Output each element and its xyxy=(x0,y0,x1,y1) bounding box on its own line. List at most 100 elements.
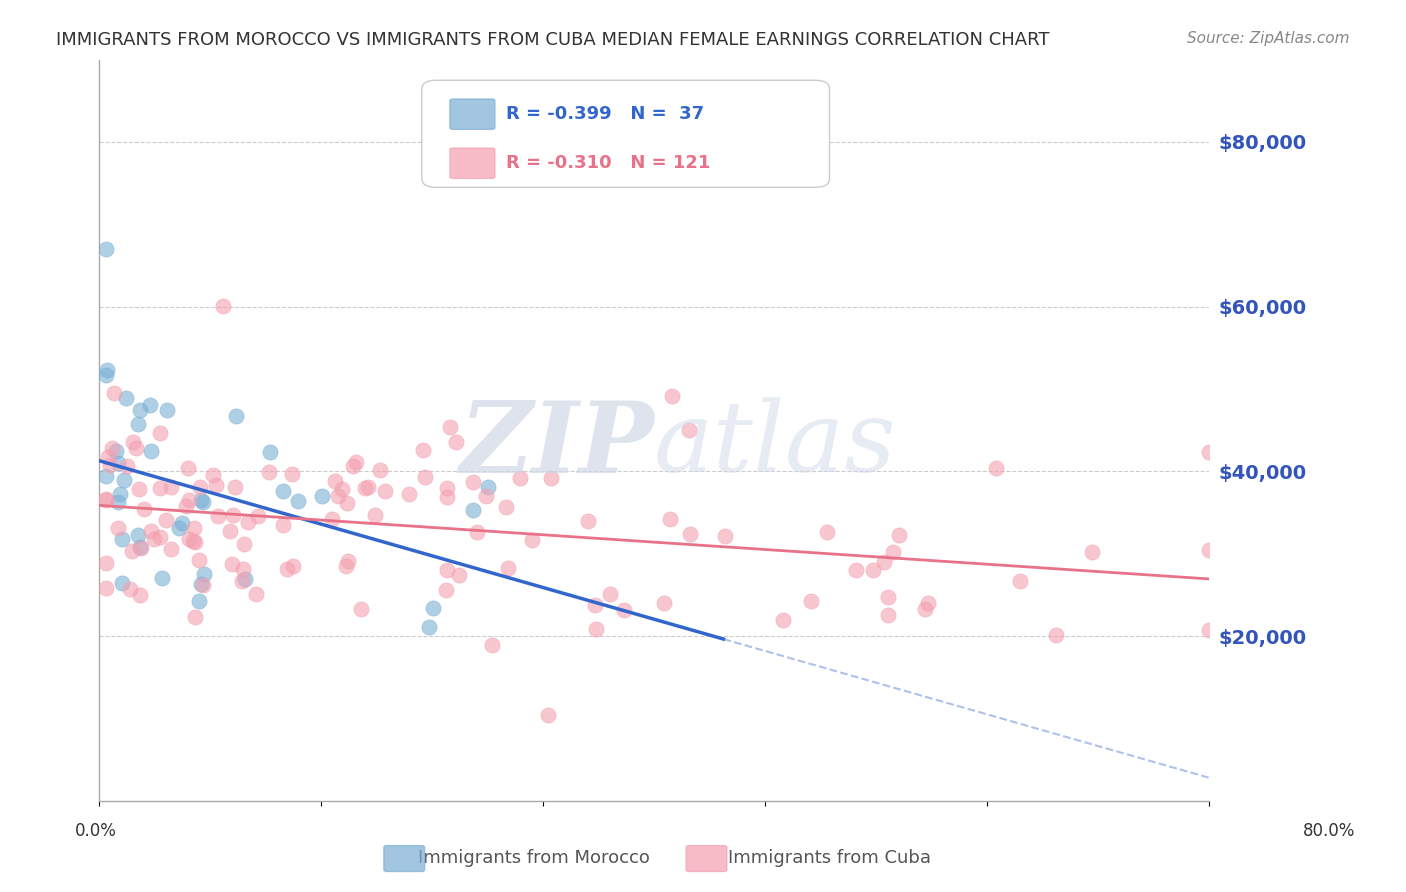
Point xyxy=(422,601,444,615)
Text: 0.0%: 0.0% xyxy=(75,822,117,840)
Point xyxy=(183,521,205,535)
Point xyxy=(107,520,129,534)
Point xyxy=(125,441,148,455)
Point xyxy=(882,544,904,558)
Point xyxy=(800,593,823,607)
Point xyxy=(149,481,172,495)
Point xyxy=(321,512,343,526)
Point xyxy=(374,483,396,498)
Text: atlas: atlas xyxy=(654,397,897,492)
Point xyxy=(481,638,503,652)
Point xyxy=(127,527,149,541)
Point xyxy=(917,596,939,610)
Point xyxy=(191,495,214,509)
Point xyxy=(1008,574,1031,589)
Point xyxy=(984,461,1007,475)
Point xyxy=(398,487,420,501)
Point xyxy=(184,610,207,624)
Point xyxy=(96,557,118,571)
Point xyxy=(191,577,214,591)
Point xyxy=(96,492,118,507)
Point xyxy=(887,528,910,542)
Point xyxy=(1198,444,1220,458)
Point xyxy=(177,532,200,546)
Point xyxy=(914,602,936,616)
Point xyxy=(330,482,353,496)
Point xyxy=(108,487,131,501)
Point xyxy=(142,532,165,546)
Point xyxy=(128,403,150,417)
Point xyxy=(222,508,245,522)
Point xyxy=(238,515,260,529)
Point xyxy=(772,613,794,627)
Point xyxy=(128,540,150,554)
Point xyxy=(281,467,304,482)
Point xyxy=(436,490,458,504)
Text: Source: ZipAtlas.com: Source: ZipAtlas.com xyxy=(1187,31,1350,46)
Point xyxy=(862,563,884,577)
Point xyxy=(364,508,387,523)
Point xyxy=(187,553,209,567)
Point xyxy=(232,562,254,576)
Point xyxy=(224,480,246,494)
Point xyxy=(96,493,118,508)
Point xyxy=(96,468,118,483)
Text: ZIP: ZIP xyxy=(460,397,654,493)
Point xyxy=(845,563,868,577)
Point xyxy=(418,620,440,634)
Point xyxy=(877,591,900,605)
Point xyxy=(873,555,896,569)
Point xyxy=(170,516,193,530)
Point xyxy=(107,456,129,470)
Point xyxy=(132,501,155,516)
Point xyxy=(465,525,488,540)
Point xyxy=(257,465,280,479)
Point xyxy=(679,527,702,541)
Point xyxy=(221,557,243,571)
Point xyxy=(177,461,200,475)
Point xyxy=(613,603,636,617)
Point xyxy=(444,434,467,449)
Point xyxy=(121,544,143,558)
Point xyxy=(350,601,373,615)
Point xyxy=(271,483,294,498)
Point xyxy=(160,480,183,494)
Point xyxy=(311,489,333,503)
Point xyxy=(183,533,205,548)
Point xyxy=(1198,543,1220,558)
Point xyxy=(463,502,485,516)
Point xyxy=(412,443,434,458)
Point xyxy=(235,572,257,586)
Point xyxy=(245,587,267,601)
Text: 80.0%: 80.0% xyxy=(1302,822,1355,840)
Point xyxy=(115,391,138,405)
Point xyxy=(537,707,560,722)
Point xyxy=(225,409,247,424)
Point xyxy=(190,576,212,591)
Point xyxy=(659,512,682,526)
Point xyxy=(326,489,349,503)
Point xyxy=(115,458,138,473)
Point xyxy=(204,478,226,492)
Point xyxy=(287,494,309,508)
Point xyxy=(96,362,118,376)
Point xyxy=(128,588,150,602)
Point xyxy=(118,582,141,597)
Point xyxy=(127,417,149,432)
Point xyxy=(325,474,347,488)
Point xyxy=(233,537,256,551)
Point xyxy=(219,524,242,538)
Point xyxy=(415,470,437,484)
Point xyxy=(463,475,485,490)
Point xyxy=(576,514,599,528)
Point xyxy=(207,508,229,523)
Text: Immigrants from Cuba: Immigrants from Cuba xyxy=(728,849,931,867)
Point xyxy=(368,463,391,477)
Point xyxy=(344,455,367,469)
Point xyxy=(139,524,162,538)
Point xyxy=(188,480,211,494)
Text: Immigrants from Morocco: Immigrants from Morocco xyxy=(419,849,650,867)
Point xyxy=(101,441,124,455)
Point xyxy=(111,575,134,590)
Point xyxy=(129,541,152,555)
